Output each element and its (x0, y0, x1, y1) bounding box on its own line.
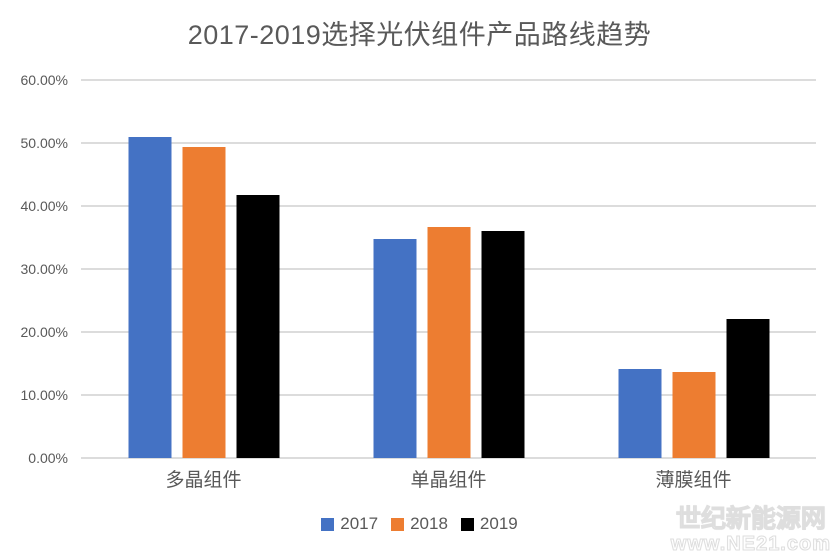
category-label-薄膜组件: 薄膜组件 (655, 470, 732, 491)
legend-label-2018: 2018 (410, 514, 448, 533)
y-tick-label-50.00%: 50.00% (20, 135, 68, 151)
bar-2017-薄膜组件 (618, 369, 661, 458)
legend-label-2019: 2019 (479, 514, 518, 533)
legend: 2017 2018 2019 (0, 514, 839, 534)
category-label-多晶组件: 多晶组件 (165, 470, 242, 491)
legend-swatch-2017 (321, 517, 335, 531)
legend-swatch-2019 (460, 517, 474, 531)
bar-group-单晶组件 (373, 80, 524, 458)
plot-area: 0.00% 10.00% 20.00% 30.00% 40.00% 50.00% 60.00… (21, 72, 816, 466)
legend-label-2017: 2017 (340, 514, 379, 533)
bar-group-薄膜组件 (618, 80, 769, 458)
y-tick-label-20.00%: 20.00% (20, 324, 68, 340)
legend-item-2019: 2019 (460, 514, 518, 534)
bar-2017-多晶组件 (128, 136, 171, 458)
gridline-50.00% (81, 142, 816, 144)
y-tick-label-10.00%: 10.00% (20, 387, 68, 403)
y-tick-label-30.00%: 30.00% (20, 261, 68, 277)
bar-2019-多晶组件 (236, 195, 279, 458)
legend-swatch-2018 (391, 517, 405, 531)
bar-2018-多晶组件 (182, 146, 225, 458)
bar-2018-薄膜组件 (672, 372, 715, 458)
bar-2019-薄膜组件 (726, 319, 769, 458)
gridline-60.00% (81, 79, 816, 81)
gridline-0.00% (81, 457, 816, 459)
bar-group-多晶组件 (128, 80, 279, 458)
bar-2017-单晶组件 (373, 239, 416, 458)
watermark-site-url: www.NE21.com (670, 533, 831, 555)
bar-2019-单晶组件 (481, 230, 524, 458)
bar-2018-单晶组件 (427, 226, 470, 458)
legend-item-2018: 2018 (391, 514, 448, 534)
chart-title: 2017-2019选择光伏组件产品路线趋势 (187, 20, 652, 50)
y-tick-label-40.00%: 40.00% (20, 198, 68, 214)
legend-item-2017: 2017 (321, 514, 378, 534)
y-tick-label-60.00%: 60.00% (20, 72, 68, 88)
y-tick-label-0.00%: 0.00% (28, 450, 68, 466)
gridline-40.00% (81, 205, 816, 207)
category-label-单晶组件: 单晶组件 (410, 470, 487, 491)
